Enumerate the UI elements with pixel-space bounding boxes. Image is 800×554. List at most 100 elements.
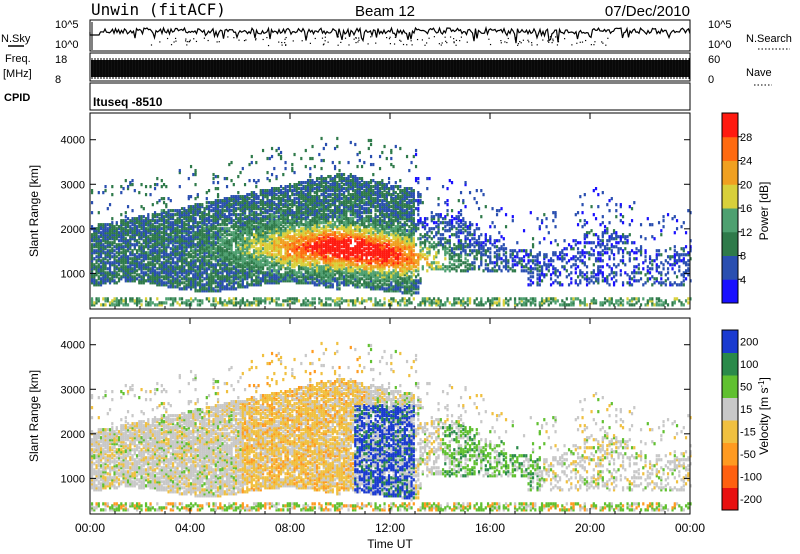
power-cell xyxy=(151,237,154,241)
power-cell xyxy=(228,221,231,225)
power-cell xyxy=(178,267,181,271)
power-cell xyxy=(243,251,247,255)
power-cell xyxy=(180,301,184,305)
nave-tick-high: 60 xyxy=(708,54,720,66)
power-cell xyxy=(198,209,202,213)
power-cell xyxy=(104,253,107,257)
power-cell xyxy=(329,203,332,207)
power-cell xyxy=(300,247,303,251)
power-cell xyxy=(149,253,152,257)
power-cell xyxy=(234,249,238,253)
power-cell xyxy=(216,237,220,241)
power-cell xyxy=(153,271,157,275)
power-cell xyxy=(122,267,125,271)
power-cell xyxy=(156,237,159,241)
power-cell xyxy=(99,283,103,287)
power-cell xyxy=(147,275,150,279)
nsearch-point xyxy=(433,36,435,38)
power-cell xyxy=(234,209,238,213)
nsearch-point xyxy=(238,39,240,41)
power-cell xyxy=(180,257,184,261)
power-cell xyxy=(120,269,123,273)
power-cell xyxy=(162,223,166,227)
power-cell xyxy=(135,257,139,261)
power-cell xyxy=(243,237,247,241)
nsearch-point xyxy=(455,39,458,41)
power-cell xyxy=(104,277,107,281)
power-cell xyxy=(147,261,150,265)
power-cell xyxy=(151,251,154,255)
power-cell xyxy=(97,243,100,247)
power-cell xyxy=(174,229,177,233)
power-cell xyxy=(228,271,231,275)
power-cell xyxy=(102,303,105,307)
power-cell xyxy=(129,297,132,301)
power-cell xyxy=(228,283,231,287)
power-cell xyxy=(329,245,332,249)
power-cell xyxy=(336,297,339,301)
power-cell xyxy=(180,259,184,263)
power-cell xyxy=(329,209,332,213)
power-cell xyxy=(248,197,251,201)
power-cell xyxy=(306,299,310,303)
power-cell xyxy=(297,180,301,185)
power-cell xyxy=(156,215,159,219)
power-cell xyxy=(187,211,190,215)
power-cell xyxy=(102,263,105,267)
power-cell xyxy=(144,257,148,261)
power-cell xyxy=(320,189,323,193)
power-cell xyxy=(124,237,127,241)
power-cell xyxy=(237,213,240,217)
power-cell xyxy=(230,287,233,291)
power-cell xyxy=(106,231,109,235)
power-cell xyxy=(138,245,141,249)
power-cell xyxy=(99,231,103,235)
power-cell xyxy=(183,231,186,235)
power-cell xyxy=(234,237,238,241)
power-cell xyxy=(169,269,172,273)
power-cell xyxy=(340,257,343,261)
nsearch-point xyxy=(337,44,339,46)
power-cell xyxy=(216,213,220,217)
power-cell xyxy=(93,231,96,235)
power-cell xyxy=(223,249,226,253)
power-cell xyxy=(158,263,161,267)
power-cell xyxy=(196,225,199,229)
power-cell xyxy=(234,199,238,203)
power-cell xyxy=(212,253,215,257)
power-cell xyxy=(340,193,343,197)
power-cell xyxy=(210,205,213,209)
power-cell xyxy=(264,189,267,193)
power-cell xyxy=(322,303,325,307)
power-cell xyxy=(248,193,251,197)
power-cell xyxy=(194,221,197,225)
power-cell xyxy=(147,231,150,235)
power-cell xyxy=(198,287,202,291)
power-cell xyxy=(210,279,213,283)
power-cell xyxy=(115,221,118,225)
power-cell xyxy=(176,237,179,241)
power-cell xyxy=(187,219,190,223)
power-cell xyxy=(252,273,256,277)
power-cell xyxy=(201,249,204,253)
power-cell xyxy=(234,281,238,285)
power-cell xyxy=(309,207,312,211)
power-cell xyxy=(347,303,350,307)
nsearch-point xyxy=(340,41,342,44)
power-cell xyxy=(237,273,240,277)
nsearch-point xyxy=(344,37,347,39)
power-cell xyxy=(216,235,220,239)
power-cell xyxy=(309,156,312,161)
power-cell xyxy=(257,201,260,205)
power-cell xyxy=(144,237,148,241)
power-cell xyxy=(142,259,145,263)
power-cell xyxy=(194,281,197,285)
power-cell xyxy=(165,259,168,263)
power-cell xyxy=(138,225,141,229)
power-cell xyxy=(279,185,283,189)
power-cell xyxy=(131,219,134,223)
power-cell xyxy=(104,281,107,285)
power-cell xyxy=(320,231,323,235)
power-cell xyxy=(198,271,202,275)
power-cell xyxy=(230,239,233,243)
